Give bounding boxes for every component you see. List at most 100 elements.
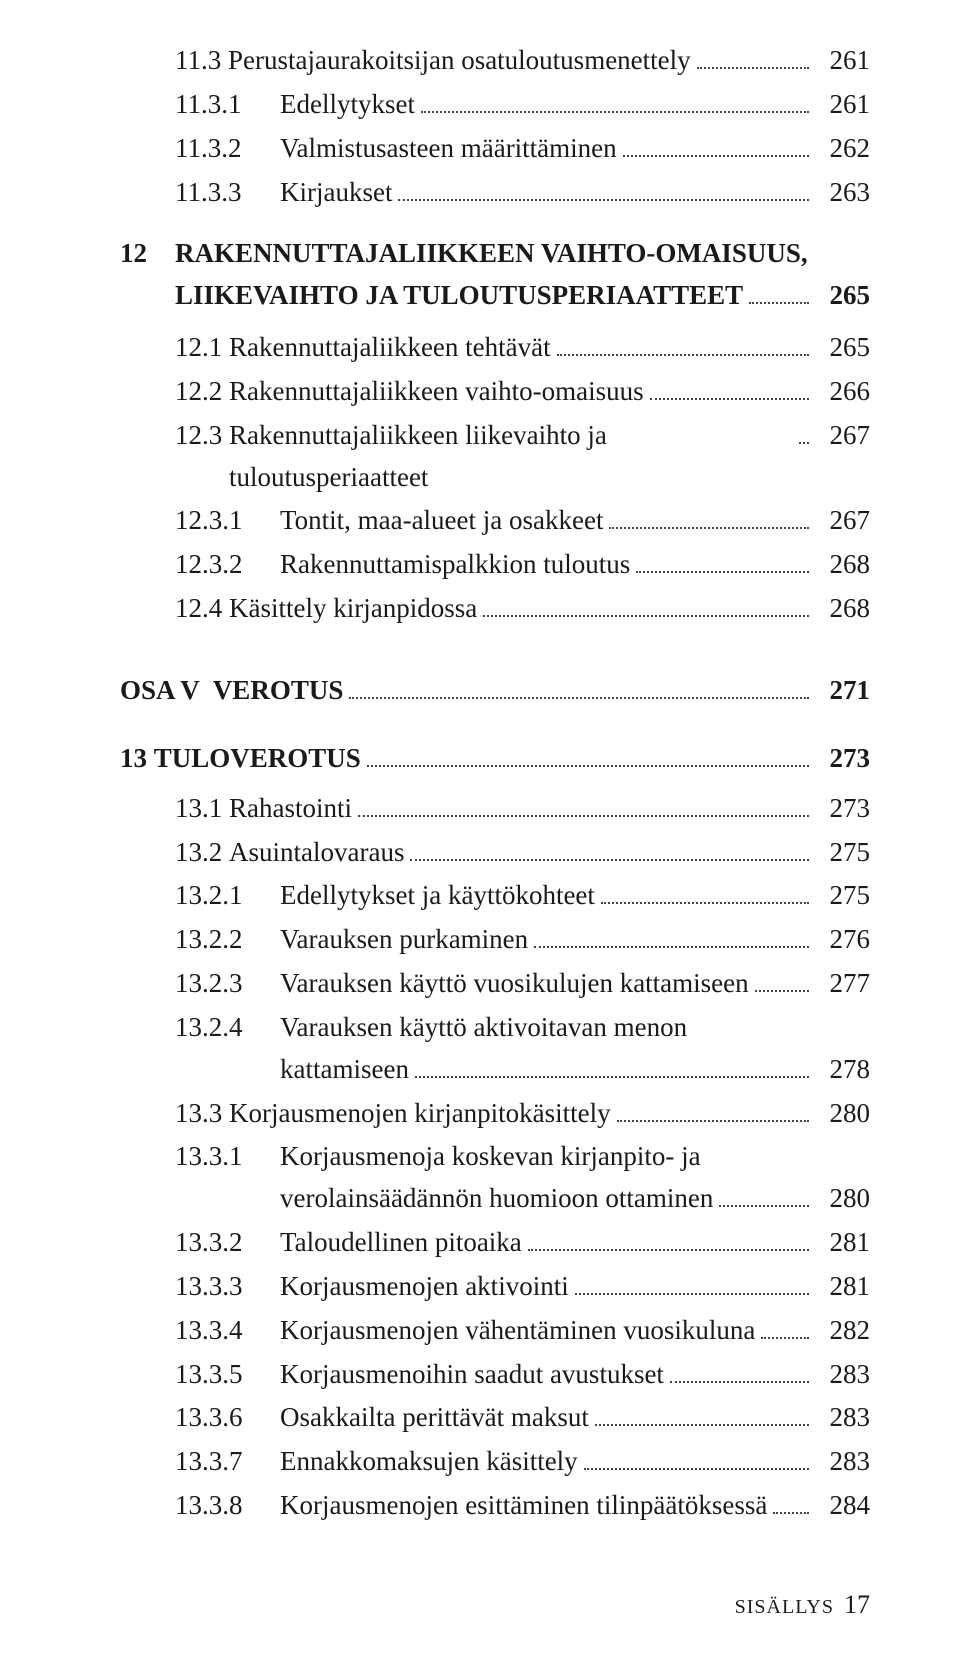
toc-leader-dots bbox=[398, 199, 809, 201]
toc-leader-dots bbox=[761, 1337, 809, 1339]
toc-entry-number: 13.3.5 bbox=[175, 1354, 280, 1396]
page-footer: SISÄLLYS 17 bbox=[735, 1585, 870, 1625]
toc-entry-number: 13.2.3 bbox=[175, 963, 280, 1005]
toc-entry-title: Korjausmenoja koskevan kirjanpito- ja bbox=[280, 1136, 701, 1178]
toc-leader-dots bbox=[534, 946, 809, 948]
toc-entry-title: VEROTUS bbox=[213, 670, 344, 712]
toc-entry: 12.2 Rakennuttajaliikkeen vaihto-omaisuu… bbox=[120, 371, 870, 413]
toc-entry-title: Valmistusasteen määrittäminen bbox=[280, 128, 617, 170]
toc-entry: 11.3 Perustajaurakoitsijan osatuloutusme… bbox=[120, 40, 870, 82]
toc-entry-page: 271 bbox=[815, 670, 870, 712]
toc-entry: 12RAKENNUTTAJALIIKKEEN VAIHTO-OMAISUUS,L… bbox=[120, 233, 870, 319]
toc-leader-dots bbox=[421, 111, 809, 113]
toc-entry-title-cont: kattamiseen bbox=[280, 1049, 409, 1091]
toc-entry-page: 281 bbox=[815, 1266, 870, 1308]
toc-entry-number: 12 bbox=[120, 233, 175, 275]
toc-entry-page: 281 bbox=[815, 1222, 870, 1264]
toc-entry-title: Osakkailta perittävät maksut bbox=[280, 1397, 589, 1439]
toc-entry-number: 11.3.1 bbox=[175, 84, 280, 126]
toc-entry: 13.2.3Varauksen käyttö vuosikulujen katt… bbox=[120, 963, 870, 1005]
toc-entry-number: 13.3.4 bbox=[175, 1310, 280, 1352]
toc-entry: 13.2.2Varauksen purkaminen276 bbox=[120, 919, 870, 961]
toc-entry-page: 268 bbox=[815, 544, 870, 586]
toc-entry-title: Ennakkomaksujen käsittely bbox=[280, 1441, 578, 1483]
toc-entry: 12.3 Rakennuttajaliikkeen liikevaihto ja… bbox=[120, 415, 870, 499]
toc-entry-number: 13.3.6 bbox=[175, 1397, 280, 1439]
toc-entry-page: 275 bbox=[815, 875, 870, 917]
toc-entry: 13.3.6Osakkailta perittävät maksut 283 bbox=[120, 1397, 870, 1439]
toc-entry-page: 265 bbox=[815, 275, 870, 317]
toc-leader-dots bbox=[349, 697, 809, 699]
toc-entry-number: 12.1 bbox=[175, 327, 229, 369]
toc-entry-page: 283 bbox=[815, 1397, 870, 1439]
toc-entry-title: Rakennuttamispalkkion tuloutus bbox=[280, 544, 630, 586]
toc-entry-page: 262 bbox=[815, 128, 870, 170]
toc-entry-title: Rakennuttajaliikkeen vaihto-omaisuus bbox=[229, 371, 644, 413]
toc-entry: 13.3.3Korjausmenojen aktivointi 281 bbox=[120, 1266, 870, 1308]
toc-leader-dots bbox=[358, 815, 809, 817]
toc-entry-title: Perustajaurakoitsijan osatuloutusmenette… bbox=[228, 40, 691, 82]
toc-entry-page: 267 bbox=[815, 500, 870, 542]
toc-entry-title: Asuintalovaraus bbox=[229, 832, 404, 874]
footer-label: SISÄLLYS bbox=[735, 1596, 834, 1618]
toc-leader-dots bbox=[584, 1468, 809, 1470]
toc-entry-title: Rakennuttajaliikkeen liikevaihto ja tulo… bbox=[229, 415, 793, 499]
toc-entry-number: 11.3.2 bbox=[175, 128, 280, 170]
toc-entry-page: 280 bbox=[815, 1093, 870, 1135]
toc-entry-page: 263 bbox=[815, 172, 870, 214]
toc-leader-dots bbox=[601, 902, 809, 904]
toc-entry-title-cont: verolainsäädännön huomioon ottaminen bbox=[280, 1178, 713, 1220]
toc-entry-number: 13.3.1 bbox=[175, 1136, 280, 1178]
page: 11.3 Perustajaurakoitsijan osatuloutusme… bbox=[0, 0, 960, 1665]
toc-entry-number: 12.2 bbox=[175, 371, 229, 413]
toc-entry-title: Rakennuttajaliikkeen tehtävät bbox=[229, 327, 551, 369]
toc-entry-number: 13.3.2 bbox=[175, 1222, 280, 1264]
toc-leader-dots bbox=[617, 1120, 809, 1122]
toc-entry-number: 13.2.2 bbox=[175, 919, 280, 961]
toc-entry: 12.4 Käsittely kirjanpidossa268 bbox=[120, 588, 870, 630]
toc-entry-number: 13.2.1 bbox=[175, 875, 280, 917]
toc-entry-title-cont: LIIKEVAIHTO JA TULOUTUSPERIAATTEET bbox=[175, 275, 743, 317]
toc-entry-number: 12.3.2 bbox=[175, 544, 280, 586]
toc-leader-dots bbox=[609, 527, 809, 529]
toc-entry: 13.3 Korjausmenojen kirjanpitokäsittely2… bbox=[120, 1093, 870, 1135]
toc-entry-page: 273 bbox=[815, 788, 870, 830]
toc-entry-title: Edellytykset ja käyttökohteet bbox=[280, 875, 595, 917]
toc-entry: 13.2 Asuintalovaraus275 bbox=[120, 832, 870, 874]
table-of-contents: 11.3 Perustajaurakoitsijan osatuloutusme… bbox=[120, 40, 870, 1527]
toc-entry: 13.1 Rahastointi273 bbox=[120, 788, 870, 830]
toc-entry-title: Korjausmenojen aktivointi bbox=[280, 1266, 569, 1308]
toc-entry-number: 13.2.4 bbox=[175, 1007, 280, 1049]
toc-entry: OSA V VEROTUS271 bbox=[120, 670, 870, 712]
toc-leader-dots bbox=[410, 859, 809, 861]
toc-entry: 12.3.1Tontit, maa-alueet ja osakkeet267 bbox=[120, 500, 870, 542]
toc-entry: 11.3.1Edellytykset261 bbox=[120, 84, 870, 126]
toc-leader-dots bbox=[595, 1424, 809, 1426]
toc-entry-title: RAKENNUTTAJALIIKKEEN VAIHTO-OMAISUUS, bbox=[175, 233, 808, 275]
toc-entry: 13.2.1Edellytykset ja käyttökohteet 275 bbox=[120, 875, 870, 917]
toc-entry-number: 13.3.3 bbox=[175, 1266, 280, 1308]
toc-entry-page: 277 bbox=[815, 963, 870, 1005]
toc-leader-dots bbox=[749, 302, 809, 304]
toc-entry-page: 276 bbox=[815, 919, 870, 961]
toc-leader-dots bbox=[773, 1512, 809, 1514]
toc-entry-page: 278 bbox=[815, 1049, 870, 1091]
toc-leader-dots bbox=[636, 571, 809, 573]
toc-entry-page: 273 bbox=[815, 738, 870, 780]
toc-entry: 13.3.8Korjausmenojen esittäminen tilinpä… bbox=[120, 1485, 870, 1527]
toc-leader-dots bbox=[650, 398, 809, 400]
toc-entry-title: Rahastointi bbox=[229, 788, 352, 830]
toc-entry-page: 268 bbox=[815, 588, 870, 630]
toc-entry: 11.3.3Kirjaukset263 bbox=[120, 172, 870, 214]
toc-entry: 12.3.2Rakennuttamispalkkion tuloutus 268 bbox=[120, 544, 870, 586]
toc-entry: 13.3.5Korjausmenoihin saadut avustukset2… bbox=[120, 1354, 870, 1396]
toc-leader-dots bbox=[623, 155, 809, 157]
toc-entry-title: Korjausmenojen esittäminen tilinpäätökse… bbox=[280, 1485, 767, 1527]
toc-entry-page: 282 bbox=[815, 1310, 870, 1352]
toc-entry-title: Tontit, maa-alueet ja osakkeet bbox=[280, 500, 603, 542]
toc-entry-title: Korjausmenoihin saadut avustukset bbox=[280, 1354, 664, 1396]
toc-entry-title: Taloudellinen pitoaika bbox=[280, 1222, 522, 1264]
footer-page-number: 17 bbox=[844, 1590, 870, 1619]
toc-entry-title: Kirjaukset bbox=[280, 172, 392, 214]
toc-entry-title: Varauksen käyttö aktivoitavan menon bbox=[280, 1007, 687, 1049]
